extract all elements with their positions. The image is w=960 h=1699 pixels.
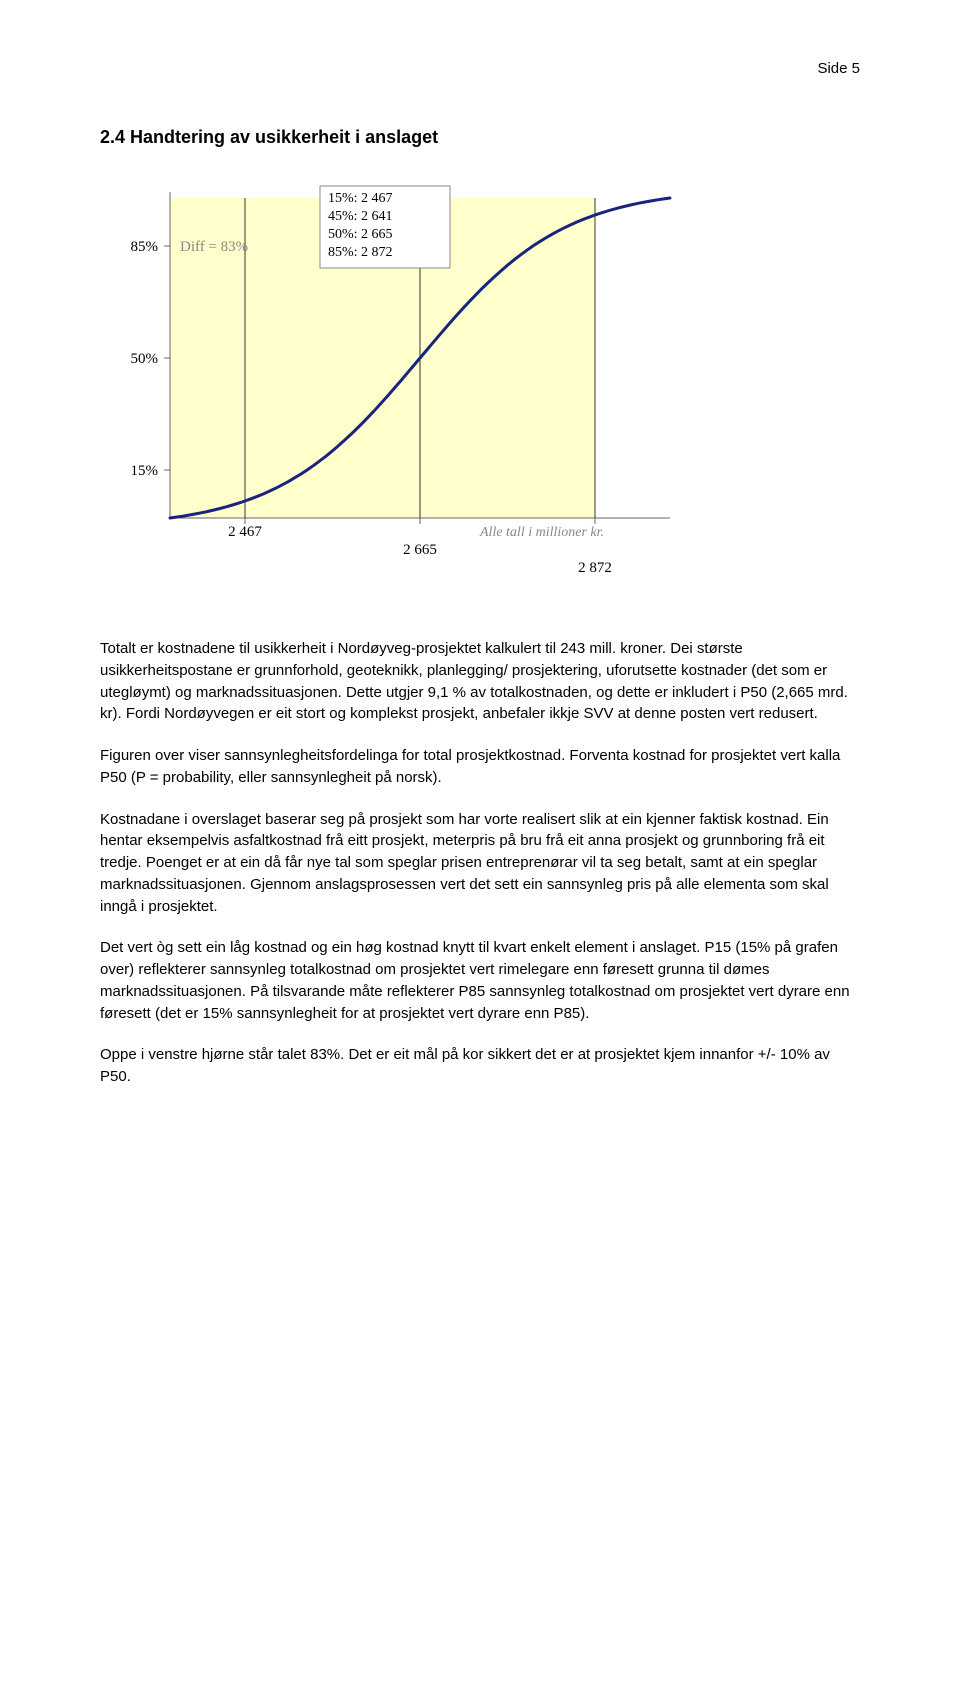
svg-text:2 665: 2 665 <box>403 542 437 558</box>
paragraph: Kostnadane i overslaget baserar seg på p… <box>100 809 860 918</box>
probability-chart: 85% 50% 15% 2 467 2 665 2 872 Diff = 83% 15%: 2… <box>100 178 860 598</box>
svg-text:15%: 15% <box>131 463 159 479</box>
body-text: Totalt er kostnadene til usikkerheit i N… <box>100 638 860 1088</box>
svg-text:50%: 2 665: 50%: 2 665 <box>328 227 393 242</box>
svg-text:45%: 2 641: 45%: 2 641 <box>328 209 393 224</box>
chart-svg: 85% 50% 15% 2 467 2 665 2 872 Diff = 83% 15%: 2… <box>100 178 700 598</box>
page-number: Side 5 <box>100 60 860 77</box>
svg-text:50%: 50% <box>131 351 159 367</box>
svg-text:85%: 2 872: 85%: 2 872 <box>328 245 393 260</box>
paragraph: Det vert òg sett ein låg kostnad og ein … <box>100 937 860 1024</box>
svg-text:Diff = 83%: Diff = 83% <box>180 239 248 255</box>
paragraph: Totalt er kostnadene til usikkerheit i N… <box>100 638 860 725</box>
paragraph: Oppe i venstre hjørne står talet 83%. De… <box>100 1044 860 1088</box>
paragraph: Figuren over viser sannsynlegheitsfordel… <box>100 745 860 789</box>
svg-text:2 872: 2 872 <box>578 560 612 576</box>
svg-text:85%: 85% <box>131 239 159 255</box>
section-heading: 2.4 Handtering av usikkerheit i anslaget <box>100 127 860 148</box>
svg-text:2 467: 2 467 <box>228 524 262 540</box>
svg-text:Alle tall i millioner kr.: Alle tall i millioner kr. <box>479 525 604 540</box>
svg-text:15%: 2 467: 15%: 2 467 <box>328 191 393 206</box>
